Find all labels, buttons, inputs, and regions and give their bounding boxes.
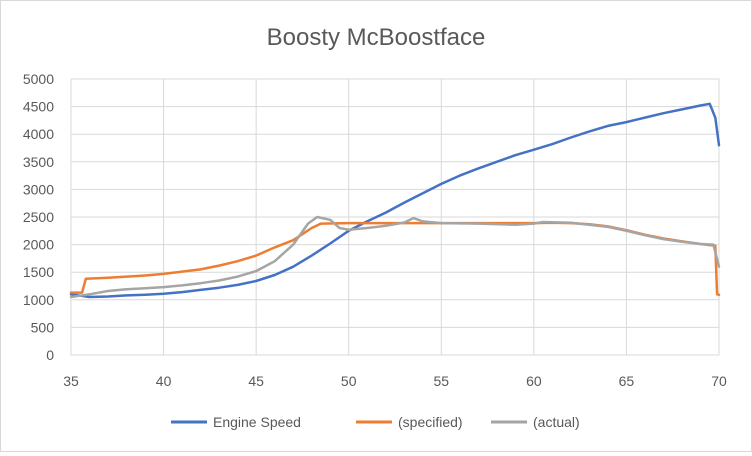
- x-tick-label: 60: [526, 373, 542, 389]
- y-tick-label: 1500: [23, 264, 54, 280]
- x-tick-label: 35: [63, 373, 79, 389]
- y-tick-label: 4000: [23, 126, 54, 142]
- y-tick-label: 0: [46, 347, 54, 363]
- y-tick-label: 3500: [23, 154, 54, 170]
- y-tick-label: 5000: [23, 71, 54, 87]
- series-lines: [69, 102, 721, 299]
- x-tick-label: 50: [341, 373, 357, 389]
- y-tick-label: 1000: [23, 292, 54, 308]
- legend-label-2: (actual): [533, 414, 580, 430]
- y-tick-label: 2500: [23, 209, 54, 225]
- y-tick-label: 2000: [23, 237, 54, 253]
- legend-label-1: (specified): [398, 414, 463, 430]
- series-line-1: [69, 221, 721, 297]
- x-tick-label: 70: [711, 373, 727, 389]
- y-tick-label: 3000: [23, 181, 54, 197]
- x-tick-label: 40: [156, 373, 172, 389]
- x-axis: 35 40 45 50 55 60 65 70: [63, 373, 727, 389]
- chart-title: Boosty McBoostface: [267, 24, 486, 51]
- y-tick-label: 500: [31, 319, 55, 335]
- series-line-2: [69, 215, 721, 299]
- y-tick-label: 4500: [23, 99, 54, 115]
- gridlines: [70, 78, 720, 356]
- x-tick-label: 65: [619, 373, 635, 389]
- legend-label-0: Engine Speed: [213, 414, 301, 430]
- x-tick-label: 45: [248, 373, 264, 389]
- y-axis: 0 500 1000 1500 2000 2500 3000 3500 4000 4500 5000: [23, 71, 54, 363]
- series-line-0: [69, 102, 721, 299]
- legend: Engine Speed (specified) (actual): [171, 414, 580, 430]
- x-tick-label: 55: [433, 373, 449, 389]
